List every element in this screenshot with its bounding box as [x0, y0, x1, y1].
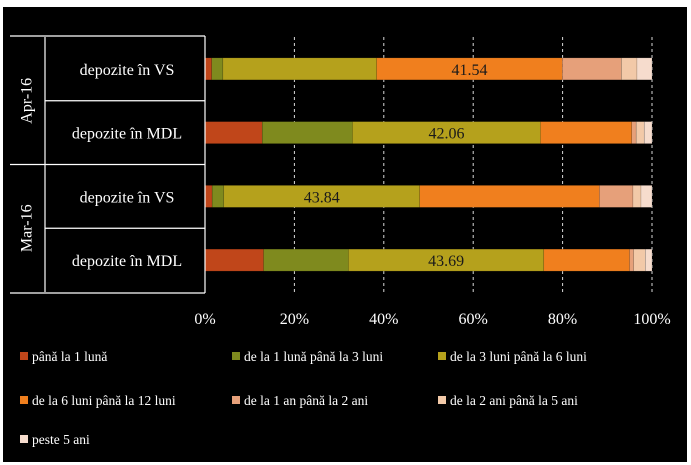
bar-segment [204, 57, 212, 81]
data-label: 41.54 [451, 62, 487, 79]
legend-label: de la 2 ani până la 5 ani [450, 393, 578, 408]
bar-segment [599, 185, 634, 208]
legend-swatch [438, 396, 446, 404]
legend-label: de la 1 an până la 2 ani [244, 393, 368, 408]
category-label: depozite în MDL [72, 253, 182, 270]
data-label: 43.84 [304, 189, 340, 206]
group-label: Mar-16 [19, 204, 36, 252]
bar-segment [543, 248, 630, 272]
legend-swatch [20, 435, 28, 443]
bar-segment [211, 57, 224, 81]
data-label: 42.06 [429, 126, 465, 143]
x-tick-label: 0% [194, 311, 215, 328]
bar-segment [419, 185, 600, 208]
bar-segment [204, 248, 264, 272]
legend-swatch [20, 396, 28, 404]
bar-segment [643, 121, 653, 144]
bar-segment [633, 248, 646, 272]
legend-swatch [438, 352, 446, 360]
legend-swatch [20, 352, 28, 360]
bar-segment [211, 185, 225, 208]
bar-segment [263, 248, 349, 272]
bar-segment [629, 248, 634, 272]
bar-segment [632, 185, 642, 208]
bar-segment [261, 121, 353, 144]
x-tick-label: 80% [548, 311, 577, 328]
x-tick-label: 100% [633, 311, 670, 328]
legend-label: peste 5 ani [32, 432, 90, 447]
category-label: depozite în VS [80, 62, 175, 79]
legend-label: de la 1 lună până la 3 luni [244, 349, 383, 364]
category-label: depozite în VS [80, 189, 175, 206]
group-label: Apr-16 [19, 78, 36, 124]
bar-segment [204, 185, 213, 208]
legend-label: de la 6 luni până la 12 luni [32, 393, 176, 408]
category-label: depozite în MDL [72, 126, 182, 143]
x-tick-label: 60% [459, 311, 488, 328]
data-label: 43.69 [428, 253, 464, 270]
x-tick-label: 40% [369, 311, 398, 328]
x-tick-label: 20% [280, 311, 309, 328]
bar-segment [621, 57, 638, 81]
bar-segment [222, 57, 377, 81]
legend-label: de la 3 luni până la 6 luni [450, 349, 587, 364]
bar-segment [540, 121, 632, 144]
bar-segment [636, 57, 653, 81]
legend-label: până la 1 lună [32, 349, 107, 364]
bar-segment [631, 121, 637, 144]
bar-segment [562, 57, 622, 81]
legend-swatch [232, 352, 240, 360]
bar-segment [635, 121, 645, 144]
bar-segment [640, 185, 653, 208]
bar-segment [645, 248, 653, 272]
bar-segment [204, 121, 263, 144]
legend-swatch [232, 396, 240, 404]
